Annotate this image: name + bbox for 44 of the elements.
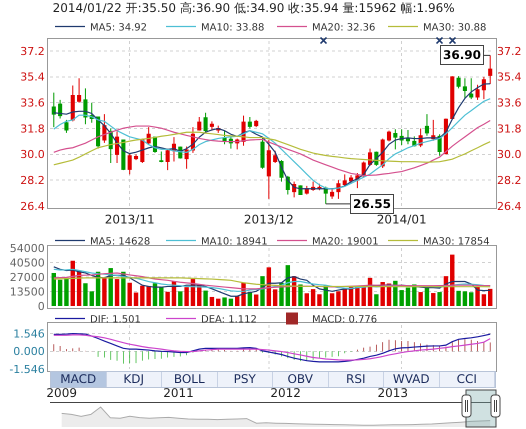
legend-label: DEA: 1.112 (201, 314, 257, 326)
x-tick-label: 2013 (378, 386, 408, 400)
y-tick-label: 0.000 (13, 345, 45, 358)
y-tick-label: 30.0 (497, 148, 522, 162)
legend-label: MA5: 34.92 (90, 22, 148, 34)
legend-label: MA20: 19001 (312, 236, 379, 248)
x-tick-label: 2014/01 (376, 212, 427, 226)
y-tick-label: 40500 (10, 256, 45, 270)
x-tick-label: 2011 (163, 386, 194, 400)
x-tick-label: 2013/12 (244, 212, 294, 226)
text: RSI (328, 372, 384, 387)
text: MACD (51, 372, 106, 387)
x-tick-label: 2013/11 (104, 212, 155, 226)
y-tick-label: 1.546 (13, 327, 45, 340)
text: BOLL (162, 372, 218, 387)
annotation: 36.90 (443, 48, 481, 62)
y-tick-label: 37.2 (497, 44, 522, 58)
annotation: 26.55 (353, 197, 391, 211)
legend-label: DIF: 1.501 (90, 314, 141, 326)
text: CCI (440, 372, 495, 387)
chart-title: 2014/01/22 开:35.50 高:36.90 低:34.90 收:35.94 量:15962 幅:1.96% (52, 0, 455, 15)
legend-label: MA30: 30.88 (423, 22, 486, 34)
legend-label: MA20: 32.36 (312, 22, 376, 34)
legend-label: MA10: 18941 (201, 236, 268, 248)
legend-label: MA30: 17854 (423, 236, 490, 248)
legend-label: MACD: 0.776 (312, 314, 378, 326)
y-tick-label: 31.8 (497, 122, 522, 136)
text: PSY (218, 372, 273, 387)
legend-label: MA5: 14628 (90, 236, 150, 248)
y-tick-label: 28.2 (497, 174, 522, 188)
y-tick-label: 0 (38, 300, 45, 313)
text: WVAD (384, 372, 440, 387)
x-tick-label: 2009 (46, 386, 77, 400)
text: KDJ (106, 372, 162, 387)
y-tick-label: -1.546 (9, 362, 45, 376)
y-tick-label: 54000 (10, 242, 45, 255)
y-tick-label: 33.6 (497, 96, 522, 110)
x-tick-label: 2012 (270, 386, 301, 400)
y-tick-label: 26.4 (497, 200, 522, 213)
y-tick-label: 13500 (10, 285, 45, 298)
y-tick-label: 27000 (10, 270, 45, 284)
y-tick-label: 35.4 (497, 70, 522, 84)
legend-label: MA10: 33.88 (201, 22, 264, 34)
text: OBV (273, 372, 328, 387)
